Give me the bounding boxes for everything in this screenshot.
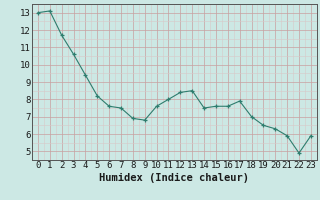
X-axis label: Humidex (Indice chaleur): Humidex (Indice chaleur) [100,173,249,183]
